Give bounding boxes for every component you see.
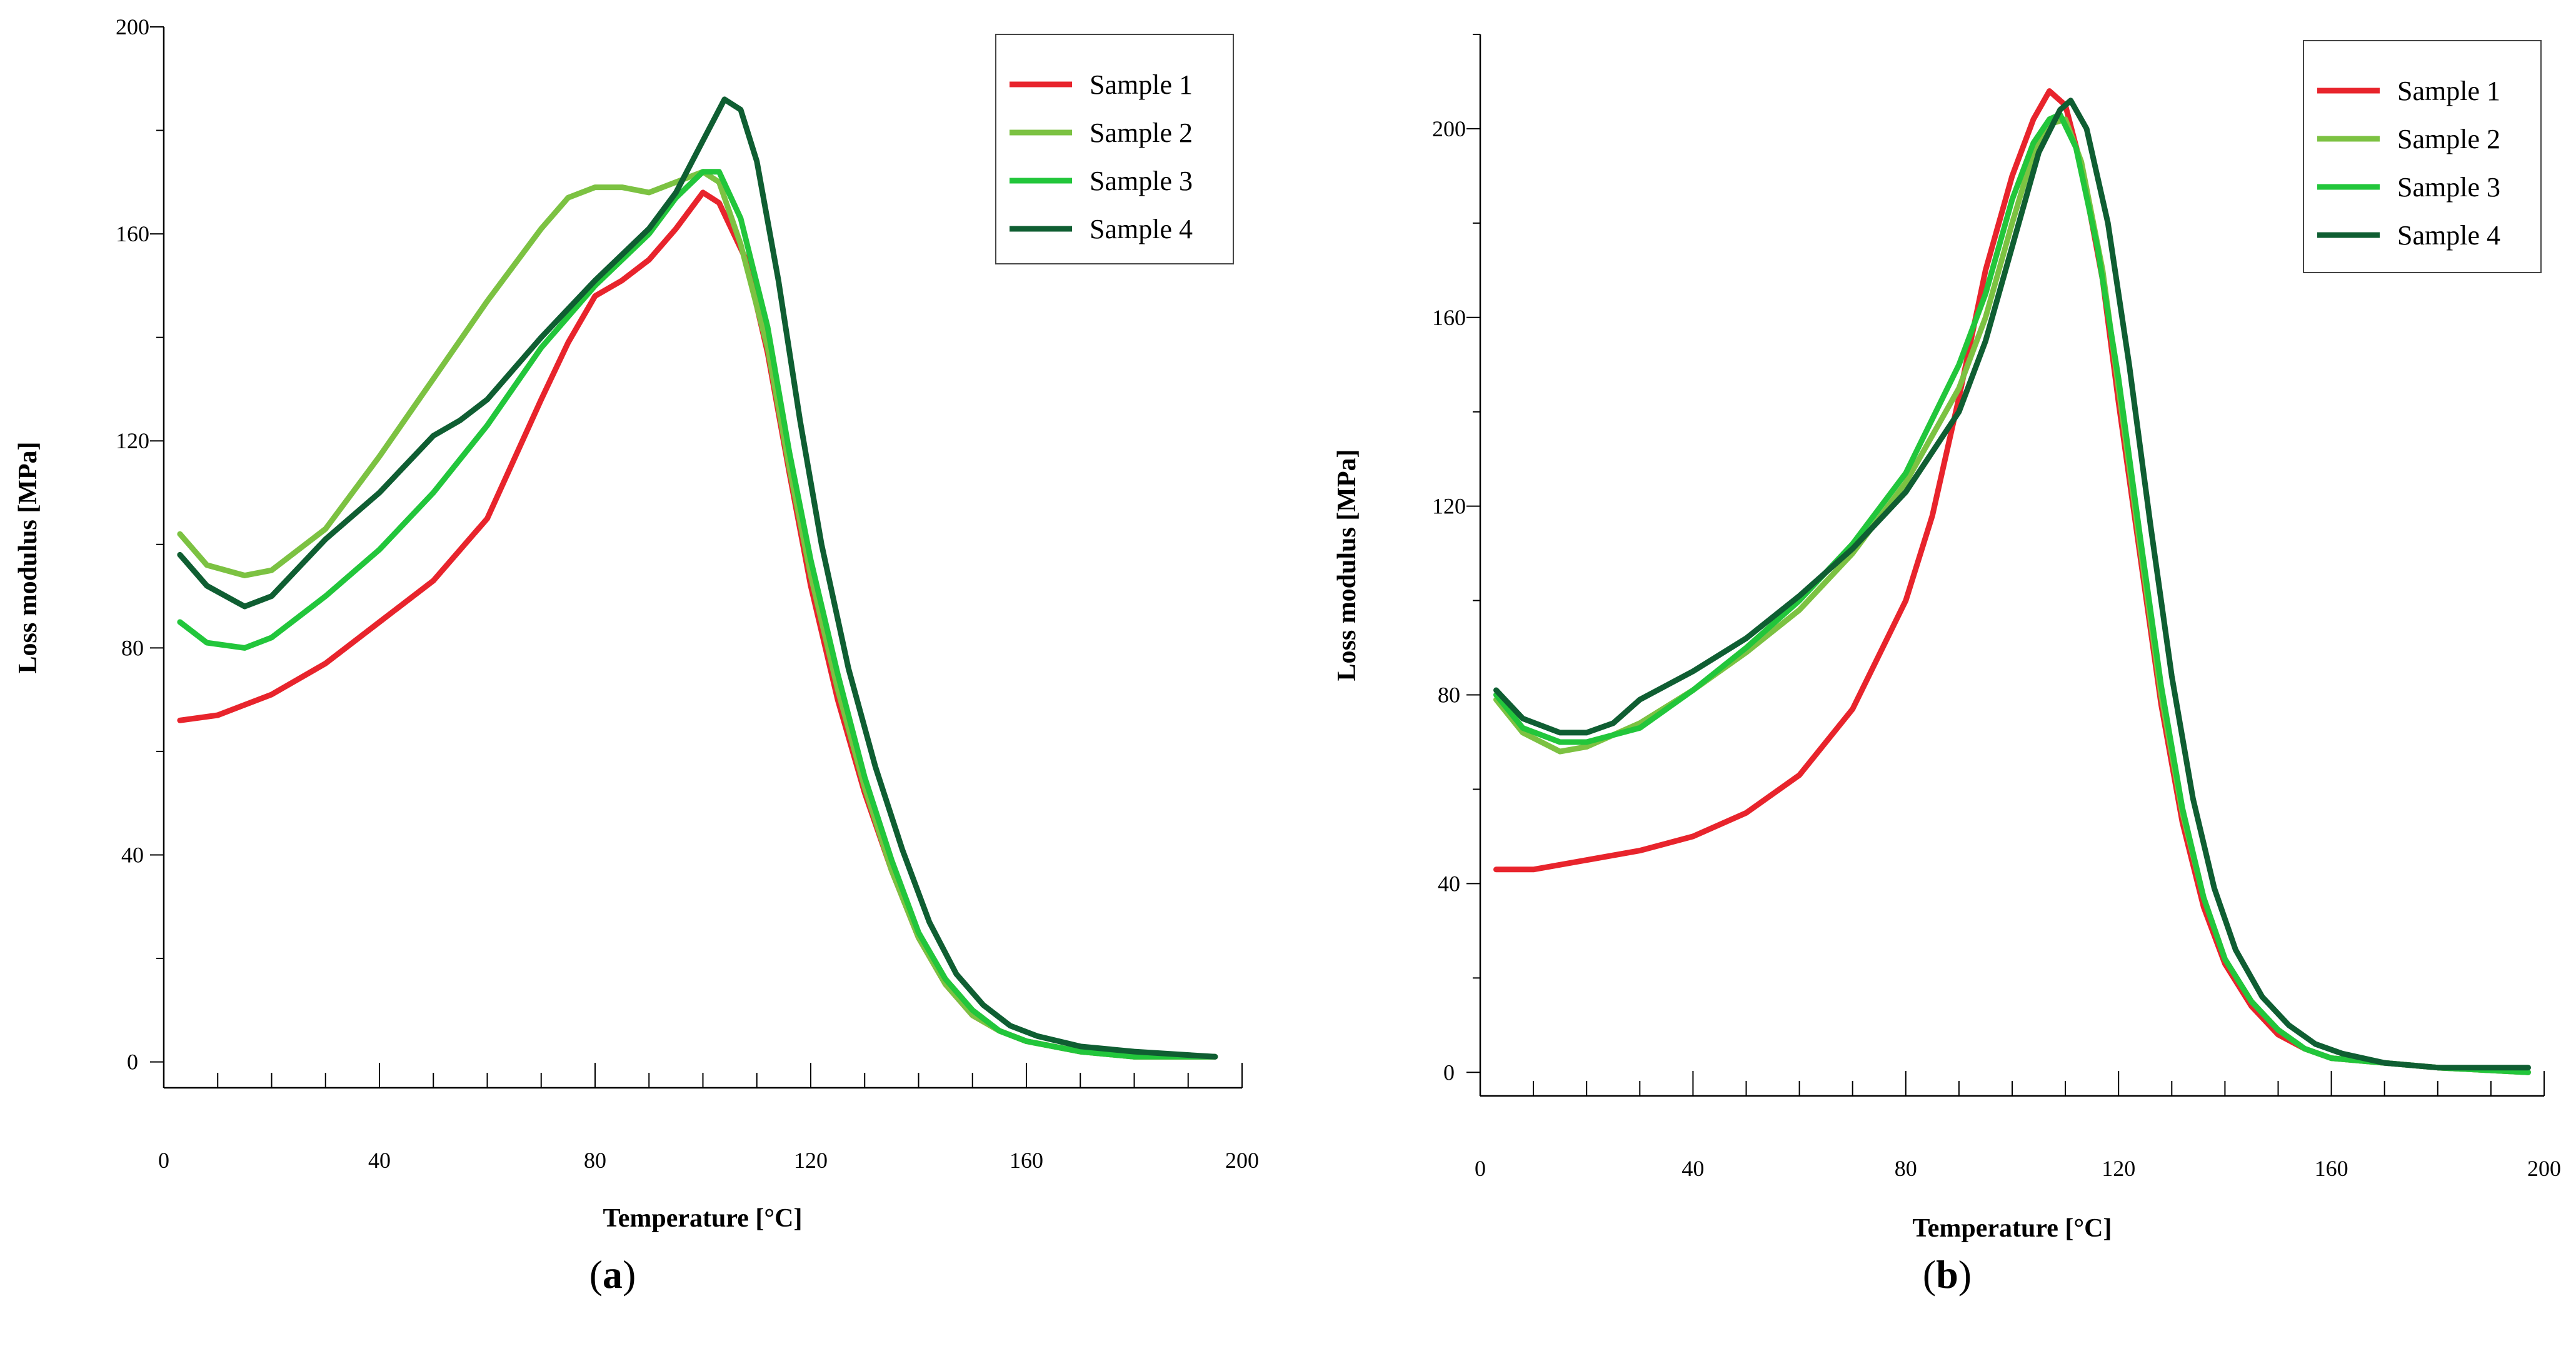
y-tick-label: 200 [116,14,149,39]
y-tick-label: 40 [1438,871,1460,896]
y-tick-label: 160 [116,221,149,246]
y-tick-label: 120 [1432,494,1466,519]
x-tick-label: 200 [1225,1148,1259,1173]
y-axis-title: Loss modulus [MPa] [1333,449,1361,681]
y-tick-label: 0 [1443,1060,1455,1085]
series-line-sample-2 [177,169,1218,1060]
chart-panel-b: (b) 0 40 80 120 160 200 0 40 80 120 160 200 Temperat… [1333,34,2561,1297]
legend-entry-label: Sample 2 [1090,118,1193,148]
chart-panel-a: (a) 0 40 80 120 160 200 0 40 80 120 160 200 Temperat… [14,14,1259,1297]
series-line-sample-4 [1493,98,2531,1071]
x-tick-label: 160 [2315,1156,2348,1181]
x-tick-label: 120 [2102,1156,2135,1181]
legend: Sample 1 Sample 2 Sample 3 Sample 4 [2303,40,2542,273]
series-line-sample-3 [177,169,1218,1060]
legend-entry-label: Sample 1 [2397,76,2500,106]
x-tick-label: 0 [158,1148,169,1173]
y-tick-label: 80 [121,635,144,660]
x-axis-title: Temperature [°C] [603,1204,803,1233]
x-tick-label: 40 [368,1148,391,1173]
series-line-sample-4 [177,96,1218,1060]
series-line-sample-1 [177,189,1218,1060]
legend-entry-label: Sample 4 [2397,220,2500,251]
legend-entry-label: Sample 1 [1090,69,1193,100]
legend-entry-label: Sample 3 [1090,166,1193,196]
x-tick-label: 200 [2527,1156,2561,1181]
x-tick-label: 80 [1895,1156,1917,1181]
panel-label-a: (a) [589,1252,636,1297]
y-tick-label: 40 [121,842,144,867]
legend-entry-label: Sample 2 [2397,124,2500,154]
x-tick-label: 40 [1681,1156,1704,1181]
y-tick-label: 0 [127,1050,138,1075]
x-tick-label: 160 [1010,1148,1043,1173]
x-axis-title: Temperature [°C] [1913,1214,2112,1243]
x-tick-label: 0 [1475,1156,1486,1181]
y-tick-label: 200 [1432,116,1466,141]
y-tick-label: 120 [116,428,149,453]
y-axis-title: Loss modulus [MPa] [14,441,43,673]
legend-entry-label: Sample 4 [1090,214,1193,244]
legend-box [995,34,1234,264]
panel-label-b: (b) [1923,1252,1972,1297]
legend: Sample 1 Sample 2 Sample 3 Sample 4 [995,34,1234,264]
x-tick-label: 120 [794,1148,828,1173]
y-tick-label: 80 [1438,683,1460,708]
legend-entry-label: Sample 3 [2397,172,2500,203]
y-tick-label: 160 [1432,305,1466,330]
x-tick-label: 80 [584,1148,606,1173]
